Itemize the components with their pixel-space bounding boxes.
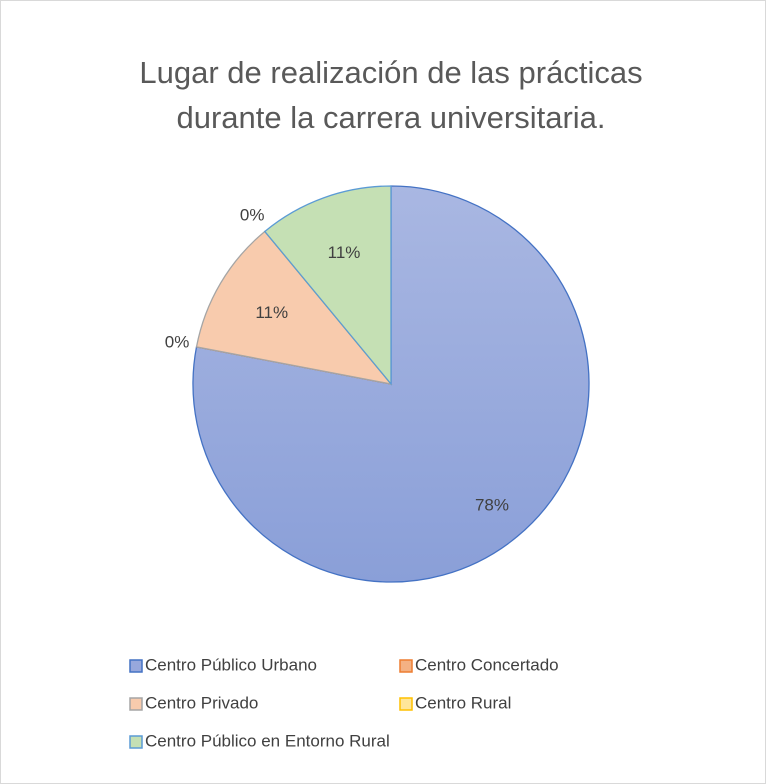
pie-slice [192, 185, 590, 583]
legend-label: Centro Público en Entorno Rural [145, 731, 390, 750]
legend-swatch [399, 659, 413, 673]
pie-slice [195, 230, 393, 385]
legend-label: Centro Público Urbano [145, 655, 317, 674]
chart-title: durante la carrera universitaria. [176, 100, 605, 135]
legend-swatch [129, 735, 143, 749]
legend-swatch [129, 697, 143, 711]
data-label: 0% [165, 333, 190, 352]
chart-title: Lugar de realización de las prácticas [139, 55, 642, 90]
legend-swatch [399, 697, 413, 711]
legend-label: Centro Privado [145, 693, 258, 712]
data-label: 0% [240, 206, 265, 225]
legend-label: Centro Rural [415, 693, 511, 712]
legend-swatch [129, 659, 143, 673]
data-label: 11% [328, 243, 361, 262]
data-label: 11% [255, 303, 288, 322]
data-label: 78% [475, 496, 509, 515]
legend-label: Centro Concertado [415, 655, 559, 674]
pie-slice [263, 185, 392, 386]
